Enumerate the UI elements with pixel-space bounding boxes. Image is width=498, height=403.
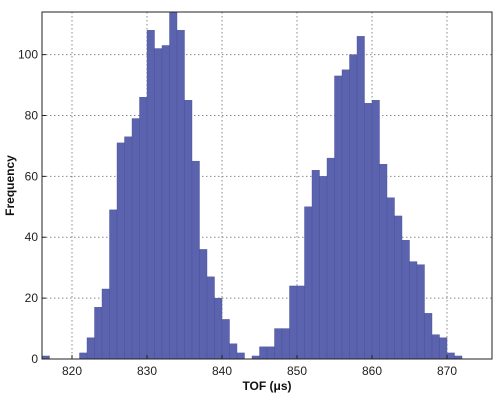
- x-tick-label: 870: [437, 364, 457, 378]
- histogram-bar: [79, 352, 88, 360]
- histogram-bar: [379, 163, 388, 360]
- histogram-bar: [334, 75, 343, 360]
- histogram-bar: [311, 170, 320, 360]
- histogram-bar: [274, 328, 283, 360]
- x-tick-label: 840: [212, 364, 232, 378]
- histogram-bar: [431, 334, 440, 360]
- histogram-bar: [101, 288, 110, 360]
- y-tick-label: 100: [18, 48, 38, 62]
- y-axis-title: Frequency: [3, 155, 17, 216]
- histogram-bar: [394, 215, 403, 360]
- x-tick-label: 820: [62, 364, 82, 378]
- y-tick-label: 40: [25, 230, 39, 244]
- histogram-bar: [341, 69, 350, 360]
- histogram-bar: [139, 97, 148, 360]
- histogram-bar: [161, 45, 170, 360]
- histogram-bar: [349, 54, 358, 360]
- histogram-bar: [319, 176, 328, 360]
- y-tick-label: 20: [25, 291, 39, 305]
- histogram-bar: [176, 30, 185, 360]
- x-tick-label: 860: [362, 364, 382, 378]
- histogram-bar: [386, 197, 395, 360]
- histogram-bar: [146, 30, 155, 360]
- histogram-bar: [191, 160, 200, 360]
- histogram-bar: [214, 297, 223, 360]
- y-tick-label: 60: [25, 169, 39, 183]
- histogram-bar: [169, 11, 178, 360]
- y-tick-label: 80: [25, 108, 39, 122]
- histogram-bar: [199, 249, 208, 360]
- histogram-bar: [296, 285, 305, 360]
- histogram-bar: [446, 352, 455, 360]
- histogram-bar: [409, 261, 418, 360]
- plot-frame: [41, 11, 493, 360]
- histogram-bar: [116, 142, 125, 360]
- histogram-bar: [304, 206, 313, 360]
- histogram-bar: [124, 136, 133, 360]
- histogram-bar: [364, 103, 373, 360]
- histogram-bar: [229, 343, 238, 360]
- x-tick-label: 830: [137, 364, 157, 378]
- x-axis-title: TOF (μs): [242, 379, 291, 393]
- histogram-bar: [94, 307, 103, 360]
- histogram-bar: [371, 100, 380, 360]
- histogram-bar: [289, 285, 298, 360]
- histogram-bar: [281, 328, 290, 360]
- histogram-bar: [221, 319, 230, 360]
- histogram-bar: [326, 157, 335, 360]
- y-tick-label: 0: [31, 352, 38, 366]
- histogram-bar: [236, 352, 245, 360]
- histogram-bar: [401, 240, 410, 360]
- histogram-bar: [154, 48, 163, 360]
- histogram-bar: [184, 100, 193, 360]
- histogram-bar: [109, 209, 118, 360]
- histogram-bar: [206, 276, 215, 360]
- histogram-bar: [86, 337, 95, 360]
- histogram-bar: [266, 346, 275, 360]
- y-axis-ticks: 0 20 40 60 80 100: [18, 48, 46, 366]
- x-tick-label: 850: [287, 364, 307, 378]
- histogram-bar: [439, 337, 448, 360]
- histogram-bars: [41, 11, 463, 360]
- x-axis-ticks: 820 830 840 850 860 870: [62, 355, 457, 378]
- histogram-bar: [131, 118, 140, 360]
- histogram-bar: [416, 264, 425, 360]
- histogram-bar: [259, 346, 268, 360]
- histogram-bar: [356, 36, 365, 360]
- histogram-bar: [424, 313, 433, 360]
